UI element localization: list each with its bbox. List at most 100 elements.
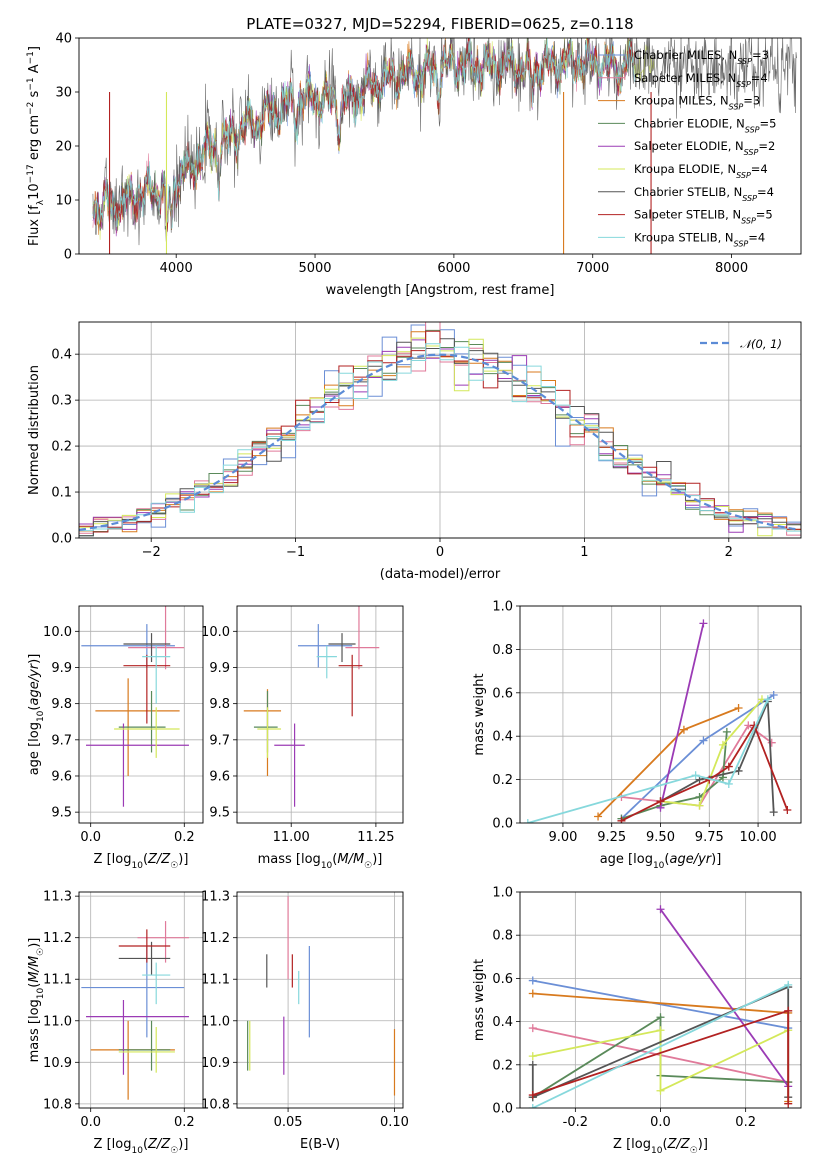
axis-label: E(B-V) <box>300 1137 340 1152</box>
panel-frame <box>78 37 802 255</box>
y-tick-label: 9.6 <box>209 769 230 784</box>
plot-area <box>92 38 797 254</box>
weight-marker <box>769 808 778 817</box>
y-tick-label: 10.0 <box>43 625 72 640</box>
y-tick-label: 11.2 <box>201 931 230 946</box>
weight-marker <box>767 738 776 747</box>
axis-label: age [log10(age/yr)] <box>27 654 46 776</box>
weight-marker <box>784 980 793 989</box>
panel-frame <box>78 891 204 1109</box>
y-tick-label: 10 <box>55 194 72 209</box>
axis-label: Z [log10(Z/Z☉)] <box>94 1137 189 1156</box>
legend-entry: Chabrier STELIB, NSSP=4 <box>634 185 774 203</box>
x-tick-label: 11.25 <box>357 830 394 845</box>
x-tick-label: 7000 <box>576 261 609 276</box>
y-tick-label: 10.9 <box>201 1056 230 1071</box>
y-tick-label: 0.1 <box>51 486 72 501</box>
y-tick-label: 0.4 <box>492 730 513 745</box>
weight-marker <box>656 905 665 914</box>
figure-title: PLATE=0327, MJD=52294, FIBERID=0625, z=0… <box>246 15 633 33</box>
y-tick-label: 9.9 <box>209 661 230 676</box>
plot-area <box>81 606 189 807</box>
panel-frame <box>519 605 802 824</box>
weight-line-6 <box>660 701 775 813</box>
weight-line-2 <box>597 707 739 818</box>
normal-curve <box>79 353 799 531</box>
axis-label: mass weight <box>472 673 487 755</box>
legend-entry: Chabrier MILES, NSSP=3 <box>634 48 769 66</box>
weight-marker <box>718 740 727 749</box>
weight-marker <box>699 619 708 628</box>
panel-spectrum: 4000 5000 6000 7000 8000 0 10 20 30 40 wavelength … <box>26 32 802 298</box>
legend-entry: Salpeter STELIB, NSSP=5 <box>634 208 773 226</box>
y-tick-label: 9.5 <box>209 806 230 821</box>
y-tick-label: 0.4 <box>492 1015 513 1030</box>
y-tick-label: 0.0 <box>51 532 72 547</box>
panels: 4000 5000 6000 7000 8000010203040wavelength … <box>26 32 802 1156</box>
x-tick-label: 10.00 <box>739 830 776 845</box>
y-tick-label: 9.7 <box>51 733 72 748</box>
spectrum-line <box>92 38 635 229</box>
weight-marker <box>783 805 792 814</box>
x-tick-label: 4000 <box>160 261 193 276</box>
x-tick-label: 9.00 <box>548 830 577 845</box>
plot-area <box>243 606 380 807</box>
weight-marker <box>679 725 688 734</box>
panel-age_vs_mass: 11.00 11.25 9.5 9.6 9.7 9.8 9.9 10.0 mass [log10… <box>201 605 404 871</box>
x-tick-label: 2 <box>725 545 733 560</box>
axis-label: (data-model)/error <box>380 567 501 582</box>
panel-mass_vs_ebv: 0.05 0.10 10.8 10.9 11.0 11.1 11.2 11.3 E(B-V) <box>201 890 409 1152</box>
y-tick-label: 0.8 <box>492 643 513 658</box>
weight-line-5 <box>660 698 763 807</box>
y-tick-label: 1.0 <box>492 886 513 901</box>
axis-label: Normed distribution <box>27 365 42 495</box>
weight-line-1 <box>621 724 773 807</box>
legend-entry: Kroupa MILES, NSSP=3 <box>634 94 760 112</box>
x-tick-label: 9.25 <box>597 830 626 845</box>
x-tick-label: 1 <box>580 545 588 560</box>
y-tick-label: 10.9 <box>43 1056 72 1071</box>
weight-marker <box>656 1013 665 1022</box>
weight-line-7 <box>621 723 789 822</box>
spectrum-line <box>92 38 797 246</box>
x-tick-label: 0.2 <box>174 830 195 845</box>
y-tick-label: 0.6 <box>492 972 513 987</box>
x-tick-label: 0.0 <box>80 1115 101 1130</box>
y-tick-label: 0.4 <box>51 348 72 363</box>
weight-marker <box>769 690 778 699</box>
y-tick-label: 40 <box>55 32 72 47</box>
x-tick-label: 8000 <box>715 261 748 276</box>
y-tick-label: 30 <box>55 86 72 101</box>
y-tick-label: 1.0 <box>492 600 513 615</box>
axis-label: wavelength [Angstrom, rest frame] <box>326 283 555 298</box>
plot-area <box>81 921 189 1100</box>
panel-frame <box>78 605 204 824</box>
plot-area <box>79 322 801 538</box>
x-tick-label: 11.00 <box>273 830 310 845</box>
panel-frame <box>519 891 802 1109</box>
legend: Chabrier MILES, NSSP=3 Salpeter MILES, NS… <box>598 48 776 248</box>
y-tick-label: 0.0 <box>492 817 513 832</box>
weight-marker <box>528 1024 537 1033</box>
y-tick-label: 11.0 <box>201 1014 230 1029</box>
y-tick-label: 0.2 <box>51 440 72 455</box>
x-tick-label: 5000 <box>298 261 331 276</box>
legend-entry: Chabrier ELODIE, NSSP=5 <box>634 116 776 133</box>
weight-marker <box>528 989 537 998</box>
y-tick-label: 11.1 <box>43 973 72 988</box>
y-tick-label: 10.0 <box>201 625 230 640</box>
panel-mass_vs_z: 0.0 0.2 10.8 10.9 11.0 11.1 11.2 11.3 Z [log10(Z… <box>27 890 204 1156</box>
weight-marker <box>763 695 772 704</box>
axis-label: mass [log10(M/M☉)] <box>258 852 383 871</box>
x-tick-label: -0.2 <box>563 1115 588 1130</box>
x-tick-label: 0.10 <box>380 1115 409 1130</box>
legend-entry: Salpeter MILES, NSSP=4 <box>634 71 768 89</box>
y-tick-label: 0 <box>64 248 72 263</box>
panel-residuals: −2 −1 0 1 2 0.0 0.1 0.2 0.3 0.4 (data-model)/error… <box>27 321 802 582</box>
y-tick-label: 0.6 <box>492 686 513 701</box>
x-tick-label: −1 <box>286 545 305 560</box>
weight-marker <box>594 812 603 821</box>
weight-marker <box>784 1099 793 1108</box>
y-tick-label: 0.3 <box>51 394 72 409</box>
y-tick-label: 11.1 <box>201 973 230 988</box>
